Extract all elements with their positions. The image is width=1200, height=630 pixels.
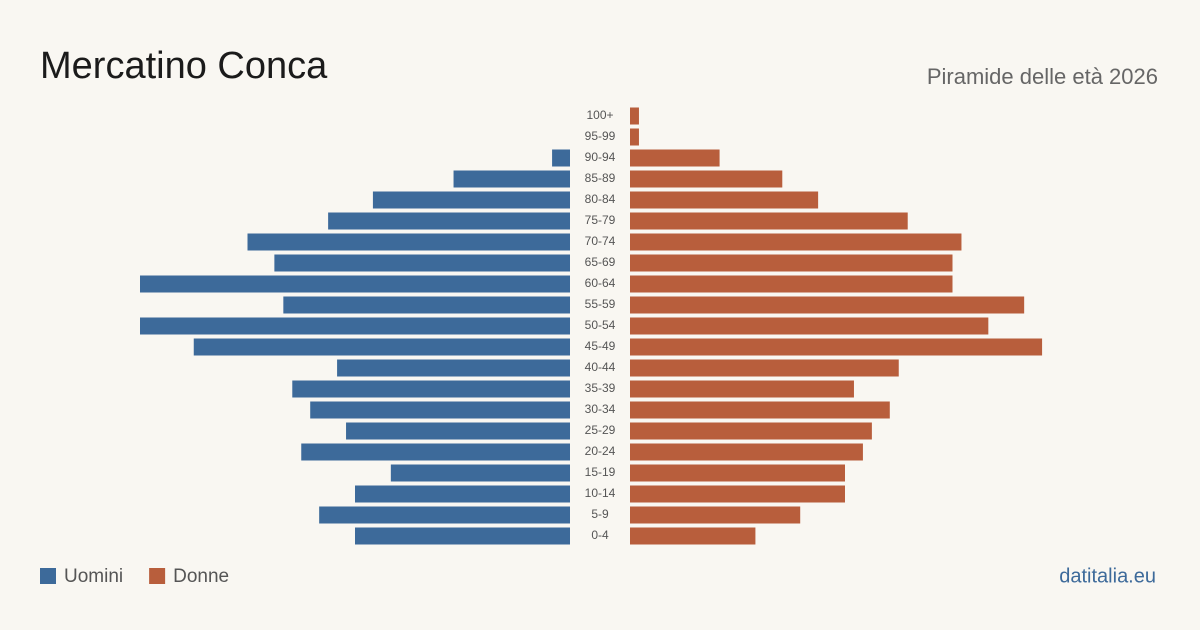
age-label: 35-39 (585, 381, 616, 395)
bar (247, 233, 570, 251)
bar (630, 275, 953, 293)
bar (355, 485, 570, 503)
bar (630, 128, 639, 146)
bar (630, 380, 854, 398)
legend-swatch (40, 568, 56, 584)
chart-subtitle: Piramide delle età 2026 (927, 64, 1158, 89)
age-label: 10-14 (585, 486, 616, 500)
bar (453, 170, 570, 188)
age-label: 25-29 (585, 423, 616, 437)
legend-label: Uomini (64, 566, 123, 587)
bar (372, 191, 570, 209)
age-label: 75-79 (585, 213, 616, 227)
age-label: 15-19 (585, 465, 616, 479)
bar (630, 296, 1025, 314)
age-label: 55-59 (585, 297, 616, 311)
bar (630, 107, 639, 125)
bar (346, 422, 570, 440)
age-label: 85-89 (585, 171, 616, 185)
bar (630, 443, 863, 461)
age-label: 70-74 (585, 234, 616, 248)
bar (630, 233, 962, 251)
bar (355, 527, 570, 545)
bar (140, 317, 570, 335)
bar (319, 506, 570, 524)
age-label: 65-69 (585, 255, 616, 269)
bar (630, 338, 1043, 356)
chart-title: Mercatino Conca (40, 45, 328, 87)
bar (630, 464, 845, 482)
bar (630, 359, 899, 377)
age-label: 5-9 (591, 507, 609, 521)
bar (630, 254, 953, 272)
bar (328, 212, 570, 230)
bar (630, 506, 801, 524)
bar (140, 275, 570, 293)
bar (310, 401, 570, 419)
bar (630, 212, 908, 230)
age-label: 95-99 (585, 129, 616, 143)
age-label: 80-84 (585, 192, 616, 206)
age-label: 100+ (586, 108, 613, 122)
age-label: 40-44 (585, 360, 616, 374)
bar (193, 338, 570, 356)
bar (630, 191, 819, 209)
legend-label: Donne (173, 566, 229, 587)
bar (292, 380, 570, 398)
bar (283, 296, 570, 314)
age-label: 45-49 (585, 339, 616, 353)
legend-swatch (149, 568, 166, 584)
bar (630, 317, 989, 335)
source: datitalia.eu (1059, 565, 1156, 587)
age-label: 90-94 (585, 150, 616, 164)
bar (390, 464, 570, 482)
bar (552, 149, 570, 167)
age-label: 0-4 (591, 528, 609, 542)
age-label: 60-64 (585, 276, 616, 290)
age-label: 50-54 (585, 318, 616, 332)
bar (337, 359, 570, 377)
age-label: 30-34 (585, 402, 616, 416)
age-label: 20-24 (585, 444, 616, 458)
bar (274, 254, 570, 272)
bar (301, 443, 570, 461)
bar (630, 170, 783, 188)
bar (630, 149, 720, 167)
bar (630, 485, 845, 503)
bar (630, 422, 872, 440)
bar (630, 527, 756, 545)
bar (630, 401, 890, 419)
